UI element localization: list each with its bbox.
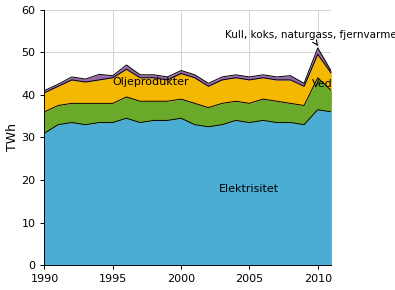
Y-axis label: TWh: TWh xyxy=(6,124,19,151)
Text: Elektrisitet: Elektrisitet xyxy=(219,184,280,194)
Text: Ved: Ved xyxy=(312,79,333,89)
Text: Kull, koks, naturgass, fjernvarme: Kull, koks, naturgass, fjernvarme xyxy=(225,30,395,45)
Text: Oljeprodukter: Oljeprodukter xyxy=(113,77,190,87)
